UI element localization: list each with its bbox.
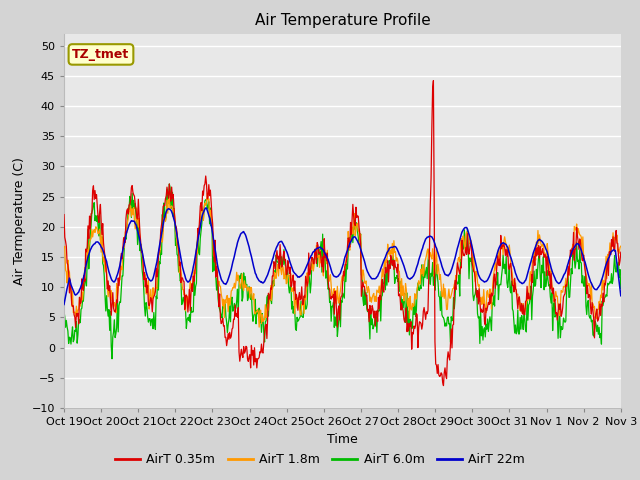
Title: Air Temperature Profile: Air Temperature Profile xyxy=(255,13,430,28)
Legend: AirT 0.35m, AirT 1.8m, AirT 6.0m, AirT 22m: AirT 0.35m, AirT 1.8m, AirT 6.0m, AirT 2… xyxy=(110,448,530,471)
Text: TZ_tmet: TZ_tmet xyxy=(72,48,130,61)
X-axis label: Time: Time xyxy=(327,432,358,445)
Y-axis label: Air Termperature (C): Air Termperature (C) xyxy=(13,157,26,285)
